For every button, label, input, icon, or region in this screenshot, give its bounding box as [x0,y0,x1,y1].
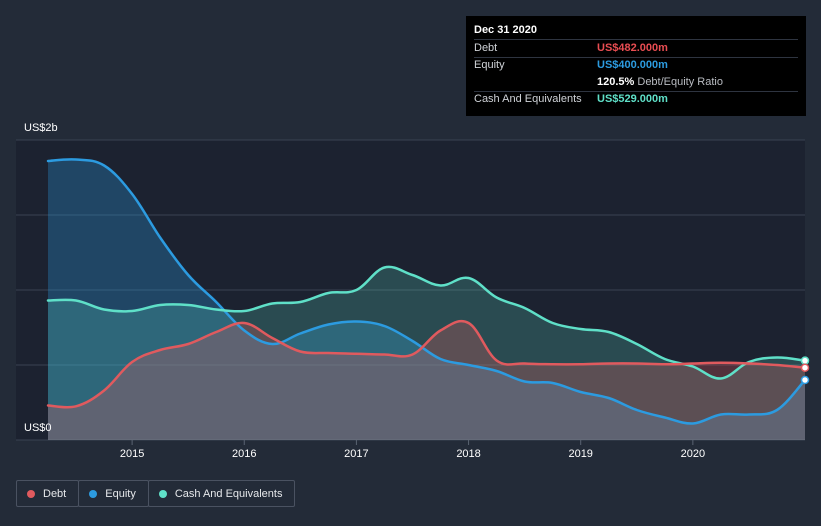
endpoint-debt [800,363,810,372]
tooltip-date-row: Dec 31 2020 [474,22,798,40]
tooltip-ratio-value: 120.5% Debt/Equity Ratio [597,74,723,91]
tooltip-equity-value: US$400.000m [597,59,668,71]
area-cash-and-equivalents [48,266,805,440]
legend-item-equity[interactable]: Equity [78,480,149,507]
legend-label-debt: Debt [43,487,67,500]
tooltip-date: Dec 31 2020 [474,24,537,36]
equity-dot-icon [89,489,98,498]
x-tick-label: 2018 [456,448,480,460]
tooltip-debt-label: Debt [474,42,498,54]
debt-dot-icon [27,489,35,498]
cash-dot-icon [158,489,167,498]
x-axis: 2015 2016 2017 2018 2019 2020 [120,440,705,460]
tooltip-ratio-row: 120.5% Debt/Equity Ratio [474,74,798,92]
tooltip-cash-row: Cash And Equivalents US$529.000m [474,91,798,108]
x-tick-label: 2016 [232,448,256,460]
series-lines [46,158,807,425]
tooltip-equity-label: Equity [474,59,505,71]
tooltip-equity-row: Equity US$400.000m [474,57,798,74]
line-equity [46,158,807,425]
tooltip-cash-value: US$529.000m [597,93,668,105]
ratio-label: Debt/Equity Ratio [637,76,723,88]
tooltip-cash-label: Cash And Equivalents [474,93,582,105]
area-fills [48,159,805,440]
tooltip: Dec 31 2020 Debt US$482.000m Equity US$4… [466,16,806,116]
tooltip-debt-row: Debt US$482.000m [474,40,798,58]
area-debt [48,321,805,440]
endpoint-equity [800,375,810,385]
gridlines [16,139,805,441]
ratio-number: 120.5% [597,76,635,88]
legend-label-equity: Equity [105,487,136,500]
line-debt [46,319,807,409]
y-axis-min-label: US$0 [24,422,52,434]
x-tick-label: 2015 [120,448,144,460]
legend-item-cash[interactable]: Cash And Equivalents [147,480,296,507]
legend: Debt Equity Cash And Equivalents [16,480,296,507]
x-tick-label: 2019 [568,448,592,460]
legend-label-cash: Cash And Equivalents [174,487,283,500]
endpoint-cash-and-equivalents [800,356,810,365]
y-axis-max-label: US$2b [24,122,58,134]
x-tick-label: 2020 [681,448,705,460]
x-tick-label: 2017 [344,448,368,460]
series-endpoints [800,356,810,385]
legend-item-debt[interactable]: Debt [16,480,80,507]
tooltip-debt-value: US$482.000m [597,42,668,54]
area-equity [48,159,805,440]
